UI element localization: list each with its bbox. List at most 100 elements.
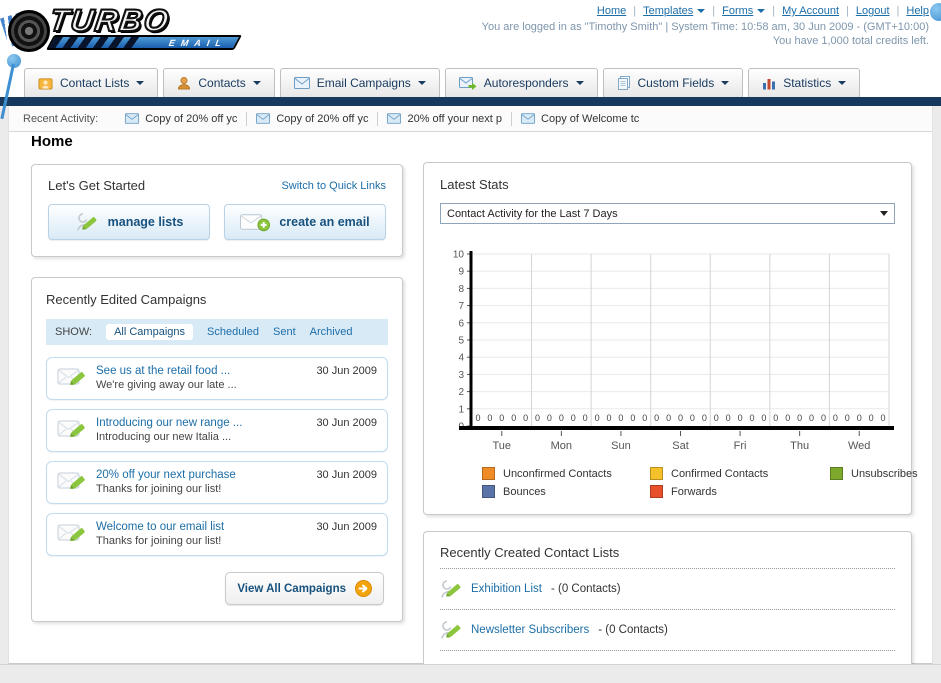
svg-text:0: 0 xyxy=(690,413,695,423)
svg-text:0: 0 xyxy=(869,413,874,423)
svg-text:Wed: Wed xyxy=(848,440,870,452)
legend-item: Unconfirmed Contacts xyxy=(482,467,650,480)
contact-lists-icon xyxy=(38,78,53,90)
campaign-list-item[interactable]: See us at the retail food ... We're givin… xyxy=(46,357,388,400)
nav-link-help[interactable]: Help xyxy=(906,5,929,17)
campaign-title-link[interactable]: See us at the retail food ... xyxy=(96,365,231,377)
campaign-filter-strip: SHOW: All Campaigns Scheduled Sent Archi… xyxy=(46,319,388,345)
logo-email-bar: EMAIL xyxy=(46,35,242,50)
content-area: Recent Activity: Copy of 20% off yc Copy… xyxy=(8,106,933,683)
legend-item: Unsubscribes xyxy=(830,467,918,480)
filter-archived[interactable]: Archived xyxy=(309,326,353,338)
filter-all-campaigns[interactable]: All Campaigns xyxy=(106,324,193,340)
chevron-down-icon xyxy=(757,9,766,13)
credits-text: You have 1,000 total credits left. xyxy=(772,35,929,47)
svg-text:Tue: Tue xyxy=(493,440,512,452)
pin-icon xyxy=(7,54,21,68)
campaign-edit-icon xyxy=(57,368,85,385)
tab-contacts[interactable]: Contacts xyxy=(163,68,275,97)
campaign-list-item[interactable]: Welcome to our email list Thanks for join… xyxy=(46,513,388,556)
email-campaigns-icon xyxy=(293,77,310,89)
legend-swatch xyxy=(482,485,495,498)
tab-statistics[interactable]: Statistics xyxy=(748,68,861,97)
svg-text:0: 0 xyxy=(678,413,683,423)
switch-quick-links[interactable]: Switch to Quick Links xyxy=(281,179,386,192)
svg-text:1: 1 xyxy=(458,404,464,415)
activity-item[interactable]: Copy of 20% off yc xyxy=(247,113,377,125)
campaign-title-link[interactable]: Welcome to our email list xyxy=(96,521,225,533)
campaigns-panel-title: Recently Edited Campaigns xyxy=(46,292,207,307)
nav-link-home[interactable]: Home xyxy=(596,5,627,17)
recently-edited-campaigns-panel: Recently Edited Campaigns SHOW: All Camp… xyxy=(31,277,403,622)
activity-item[interactable]: 20% off your next p xyxy=(378,113,511,125)
create-email-button[interactable]: create an email xyxy=(224,204,386,240)
view-all-campaigns-button[interactable]: View All Campaigns xyxy=(225,572,384,605)
edit-list-icon xyxy=(76,213,97,231)
legend-item: Bounces xyxy=(482,485,650,498)
campaign-title-link[interactable]: 20% off your next purchase xyxy=(96,469,236,481)
stats-period-select[interactable]: Contact Activity for the Last 7 Days xyxy=(440,203,895,224)
svg-text:0: 0 xyxy=(559,413,564,423)
svg-text:0: 0 xyxy=(749,413,754,423)
legend-swatch xyxy=(482,467,495,480)
svg-text:0: 0 xyxy=(511,413,516,423)
nav-link-forms[interactable]: Forms xyxy=(722,5,766,17)
svg-text:0: 0 xyxy=(618,413,623,423)
filter-scheduled[interactable]: Scheduled xyxy=(207,326,259,338)
envelope-icon xyxy=(256,113,271,124)
contact-list-item[interactable]: Newsletter Subscribers - (0 Contacts) xyxy=(440,610,895,651)
speed-stripes-icon xyxy=(49,37,140,48)
filter-sent[interactable]: Sent xyxy=(273,326,296,338)
chevron-down-icon xyxy=(417,81,426,85)
separator xyxy=(511,111,513,126)
activity-item[interactable]: Copy of Welcome tc xyxy=(512,113,648,125)
nav-link-templates[interactable]: Templates xyxy=(643,5,706,17)
nav-link-my-account[interactable]: My Account xyxy=(782,5,839,17)
contact-activity-chart: 012345678910Tue00000Mon00000Sun00000Sat0… xyxy=(453,250,894,452)
campaign-date: 30 Jun 2009 xyxy=(316,417,377,429)
latest-stats-title: Latest Stats xyxy=(440,177,509,192)
svg-text:7: 7 xyxy=(458,301,464,312)
svg-text:0: 0 xyxy=(714,413,719,423)
page-title: Home xyxy=(31,133,73,150)
campaign-list-item[interactable]: 20% off your next purchase Thanks for joi… xyxy=(46,461,388,504)
svg-text:0: 0 xyxy=(857,413,862,423)
svg-text:0: 0 xyxy=(702,413,707,423)
contact-list-link[interactable]: Exhibition List xyxy=(471,583,542,595)
logo-subtitle: EMAIL xyxy=(167,37,229,48)
campaign-date: 30 Jun 2009 xyxy=(316,469,377,481)
svg-text:0: 0 xyxy=(654,413,659,423)
turbo-email-logo: TURBO EMAIL xyxy=(0,2,256,54)
svg-text:0: 0 xyxy=(487,413,492,423)
manage-lists-button[interactable]: manage lists xyxy=(48,204,210,240)
campaign-edit-icon xyxy=(57,420,85,437)
nav-link-logout[interactable]: Logout xyxy=(855,5,890,17)
svg-text:0: 0 xyxy=(809,413,814,423)
chevron-down-icon xyxy=(697,9,706,13)
recent-contact-lists-panel: Recently Created Contact Lists Exhibitio… xyxy=(423,531,912,683)
chevron-down-icon xyxy=(136,81,145,85)
tab-autoresponders[interactable]: Autoresponders xyxy=(444,68,598,97)
contact-list-item[interactable]: Exhibition List - (0 Contacts) xyxy=(440,569,895,610)
tab-email-campaigns[interactable]: Email Campaigns xyxy=(279,68,440,97)
tab-custom-fields[interactable]: Custom Fields xyxy=(602,68,744,97)
svg-text:0: 0 xyxy=(761,413,766,423)
svg-text:Sun: Sun xyxy=(611,440,631,452)
help-bubble-icon[interactable] xyxy=(930,3,941,21)
login-status-text: You are logged in as "Timothy Smith" | S… xyxy=(481,21,929,33)
svg-text:2: 2 xyxy=(458,387,464,398)
get-started-title: Let's Get Started xyxy=(48,178,146,193)
svg-text:Thu: Thu xyxy=(790,440,809,452)
campaign-date: 30 Jun 2009 xyxy=(316,365,377,377)
activity-item[interactable]: Copy of 20% off yc xyxy=(116,113,246,125)
svg-text:0: 0 xyxy=(797,413,802,423)
svg-text:Sat: Sat xyxy=(672,440,689,452)
campaign-title-link[interactable]: Introducing our new range ... xyxy=(96,417,243,429)
campaign-list-item[interactable]: Introducing our new range ... Introducing… xyxy=(46,409,388,452)
contact-list-link[interactable]: Newsletter Subscribers xyxy=(471,624,590,636)
recent-activity-bar: Recent Activity: Copy of 20% off yc Copy… xyxy=(9,106,932,132)
svg-text:5: 5 xyxy=(458,336,464,347)
campaign-subtitle: Introducing our new Italia ... xyxy=(96,431,232,443)
tab-contact-lists[interactable]: Contact Lists xyxy=(24,68,159,97)
